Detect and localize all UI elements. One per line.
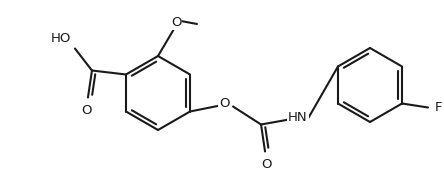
Text: O: O [82,103,92,117]
Text: F: F [435,101,443,114]
Text: HO: HO [51,33,71,46]
Text: O: O [219,97,229,110]
Text: O: O [171,16,181,29]
Text: O: O [261,157,271,171]
Text: HN: HN [288,111,308,124]
